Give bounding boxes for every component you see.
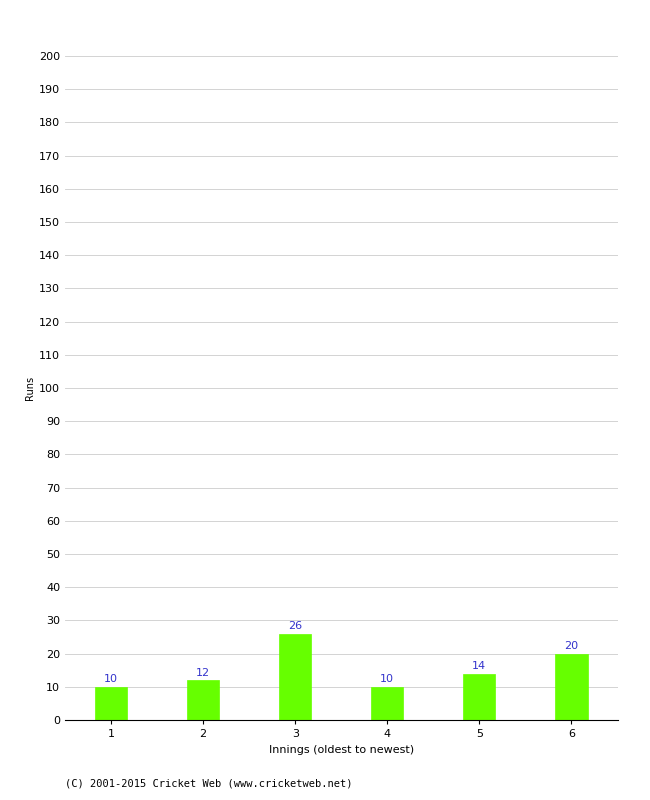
Bar bbox=[555, 654, 588, 720]
Text: 10: 10 bbox=[104, 674, 118, 684]
Text: 10: 10 bbox=[380, 674, 395, 684]
Text: 20: 20 bbox=[564, 641, 579, 651]
Y-axis label: Runs: Runs bbox=[25, 376, 35, 400]
Bar bbox=[95, 686, 127, 720]
Text: 26: 26 bbox=[288, 621, 302, 631]
Text: (C) 2001-2015 Cricket Web (www.cricketweb.net): (C) 2001-2015 Cricket Web (www.cricketwe… bbox=[65, 778, 352, 788]
Bar bbox=[187, 680, 219, 720]
Text: 14: 14 bbox=[473, 661, 486, 671]
X-axis label: Innings (oldest to newest): Innings (oldest to newest) bbox=[268, 745, 414, 754]
Bar bbox=[371, 686, 404, 720]
Bar bbox=[279, 634, 311, 720]
Bar bbox=[463, 674, 495, 720]
Text: 12: 12 bbox=[196, 667, 210, 678]
